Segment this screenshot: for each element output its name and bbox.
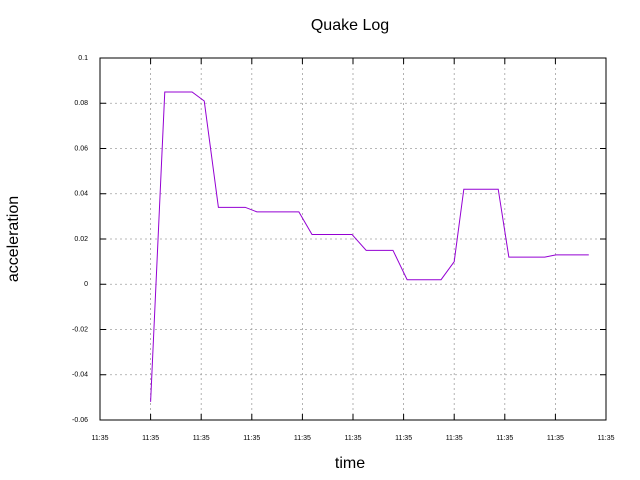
x-tick-label: 11:35 [294, 435, 311, 442]
x-tick-label: 11:35 [547, 435, 564, 442]
data-line [150, 91, 589, 402]
x-tick-label: 11:35 [446, 435, 463, 442]
x-tick-label: 11:35 [598, 435, 615, 442]
plot-frame [99, 57, 607, 421]
x-tick-label: 11:35 [193, 435, 210, 442]
y-tick-label: 0.1 [78, 55, 88, 62]
x-tick-label: 11:35 [345, 435, 362, 442]
y-tick-label: 0.08 [74, 100, 88, 107]
x-axis-label: time [335, 455, 365, 472]
x-tick-label: 11:35 [243, 435, 260, 442]
y-tick-label: 0.06 [74, 145, 88, 152]
y-tick-label: -0.02 [72, 326, 88, 333]
y-tick-label: -0.04 [72, 372, 88, 379]
x-tick-label: 11:35 [142, 435, 159, 442]
x-tick-label: 11:35 [395, 435, 412, 442]
x-tick-label: 11:35 [92, 435, 109, 442]
x-tick-label: 11:35 [496, 435, 513, 442]
y-tick-label: 0.02 [74, 236, 88, 243]
chart-title: Quake Log [311, 17, 389, 34]
y-tick-label: 0 [84, 281, 88, 288]
y-tick-label: -0.06 [72, 417, 88, 424]
y-tick-label: 0.04 [74, 191, 88, 198]
y-axis-label: acceleration [5, 196, 22, 282]
